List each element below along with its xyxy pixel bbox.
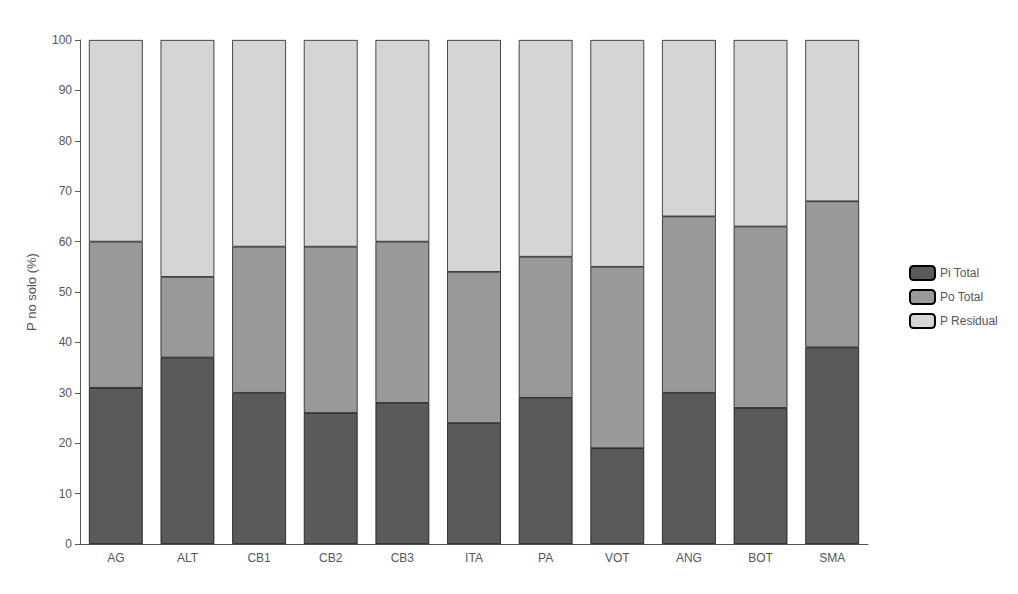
svg-text:Po Total: Po Total (940, 290, 983, 304)
svg-text:ANG: ANG (676, 551, 702, 565)
svg-text:CB3: CB3 (391, 551, 415, 565)
svg-text:40: 40 (59, 335, 73, 349)
svg-text:Pi Total: Pi Total (940, 266, 979, 280)
svg-text:80: 80 (59, 134, 73, 148)
svg-text:AG: AG (107, 551, 124, 565)
svg-text:0: 0 (65, 537, 72, 551)
svg-text:10: 10 (59, 487, 73, 501)
svg-text:20: 20 (59, 436, 73, 450)
svg-text:SMA: SMA (819, 551, 845, 565)
svg-text:30: 30 (59, 386, 73, 400)
svg-text:CB2: CB2 (319, 551, 343, 565)
svg-text:ITA: ITA (465, 551, 483, 565)
svg-text:BOT: BOT (748, 551, 773, 565)
svg-text:90: 90 (59, 83, 73, 97)
svg-text:ALT: ALT (177, 551, 199, 565)
svg-text:P Residual: P Residual (940, 314, 998, 328)
svg-text:100: 100 (52, 33, 72, 47)
svg-text:70: 70 (59, 184, 73, 198)
svg-text:P no solo (%): P no solo (%) (24, 253, 39, 331)
svg-text:60: 60 (59, 235, 73, 249)
svg-text:PA: PA (538, 551, 553, 565)
svg-text:CB1: CB1 (247, 551, 271, 565)
svg-text:VOT: VOT (605, 551, 630, 565)
svg-text:50: 50 (59, 285, 73, 299)
